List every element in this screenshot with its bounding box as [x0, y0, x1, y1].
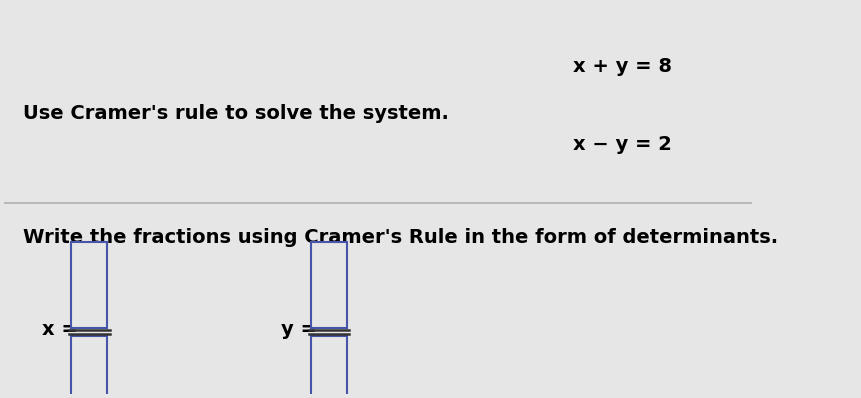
Bar — [311, 242, 347, 328]
Text: x − y = 2: x − y = 2 — [573, 135, 672, 154]
Text: x + y = 8: x + y = 8 — [573, 57, 672, 76]
Text: y =: y = — [281, 320, 317, 339]
Text: Write the fractions using Cramer's Rule in the form of determinants.: Write the fractions using Cramer's Rule … — [23, 228, 778, 248]
Text: x =: x = — [41, 320, 77, 339]
Bar — [311, 336, 347, 398]
Text: Use Cramer's rule to solve the system.: Use Cramer's rule to solve the system. — [23, 104, 449, 123]
Bar — [71, 242, 108, 328]
Bar — [71, 336, 108, 398]
